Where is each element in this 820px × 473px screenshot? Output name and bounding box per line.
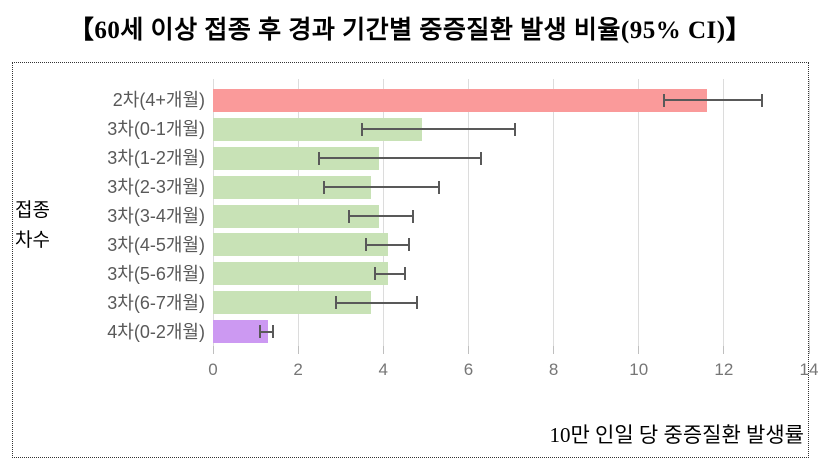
category-label: 3차(2-3개월) <box>107 177 205 198</box>
gridline-x-12 <box>723 79 725 346</box>
y-axis-title-line1: 접종 <box>15 200 50 221</box>
error-bar-cap-left <box>361 122 363 136</box>
error-bar-line <box>366 243 409 246</box>
error-bar-cap-left <box>663 93 666 107</box>
error-bar-cap-right <box>403 267 406 281</box>
category-label: 3차(1-2개월) <box>107 148 205 169</box>
error-bar-cap-right <box>480 151 483 165</box>
error-bar-cap-left <box>348 209 351 223</box>
category-label: 3차(5-6개월) <box>107 263 205 284</box>
chart-title: 【60세 이상 접종 후 경과 기간별 중증질환 발생 비율(95% CI)】 <box>68 17 752 44</box>
tick-mark-12 <box>723 346 725 354</box>
error-bar-cap-right <box>416 296 419 310</box>
category-label: 2차(4+개월) <box>112 90 205 111</box>
error-bar-line <box>349 215 414 217</box>
error-bar-line <box>362 128 516 131</box>
error-bar-line <box>323 186 439 189</box>
x-axis-caption: 10만 인일 당 중증질환 발생률 <box>549 423 804 447</box>
bar <box>213 262 388 286</box>
error-bar-cap-left <box>258 325 261 339</box>
x-tick-label-14: 14 <box>799 360 819 379</box>
tick-mark-2 <box>297 346 299 354</box>
bar <box>213 175 371 199</box>
tick-mark-10 <box>638 346 640 354</box>
error-bar-line <box>374 272 405 275</box>
bar <box>213 204 380 228</box>
x-tick-label-4: 4 <box>378 360 389 379</box>
error-bar-cap-left <box>318 151 321 165</box>
error-bar-cap-right <box>412 209 415 223</box>
tick-mark-0 <box>212 346 214 354</box>
tick-mark-8 <box>553 346 555 354</box>
tick-mark-14 <box>808 346 810 354</box>
error-bar-cap-left <box>373 267 376 281</box>
x-tick-label-12: 12 <box>714 360 734 379</box>
gridline-x-14 <box>808 79 810 346</box>
x-tick-label-10: 10 <box>629 360 649 379</box>
gridline-x-10 <box>638 79 640 346</box>
error-bar-line <box>319 157 482 160</box>
bar <box>213 291 371 315</box>
x-tick-label-6: 6 <box>463 360 474 379</box>
y-axis-title: 접종 차수 <box>15 196 50 256</box>
category-label: 3차(6-7개월) <box>107 292 205 313</box>
error-bar-line <box>664 99 763 102</box>
error-bar-cap-left <box>335 296 338 310</box>
x-tick-label-8: 8 <box>548 360 559 379</box>
category-label: 3차(3-4개월) <box>107 206 205 226</box>
error-bar-line <box>259 330 273 333</box>
gridline-x-6 <box>467 79 469 346</box>
y-axis-title-line2: 차수 <box>15 230 50 251</box>
bar <box>213 320 269 344</box>
error-bar-cap-left <box>365 238 368 252</box>
bar <box>213 146 380 170</box>
error-bar-cap-right <box>271 325 274 339</box>
gridline-x-4 <box>382 79 384 346</box>
error-bar-cap-left <box>322 180 325 194</box>
error-bar-cap-right <box>407 238 410 252</box>
error-bar-cap-right <box>437 180 440 194</box>
error-bar-cap-right <box>761 93 764 107</box>
tick-mark-4 <box>382 346 384 354</box>
bar <box>213 117 422 141</box>
x-tick-label-0: 0 <box>208 360 218 379</box>
chart-panel: 접종 차수 10만 인일 당 중증질환 발생률 0 2 4 6 8 10 12 14 2차(4+… <box>12 62 818 458</box>
error-bar-cap-right <box>514 122 517 136</box>
x-tick-label-2: 2 <box>293 360 303 379</box>
category-label: 3차(4-5개월) <box>107 234 205 255</box>
tick-mark-6 <box>467 346 469 354</box>
gridline-x-8 <box>553 79 555 346</box>
category-label: 3차(0-1개월) <box>107 119 205 140</box>
category-label: 4차(0-2개월) <box>107 321 205 342</box>
bar <box>213 233 388 257</box>
error-bar-line <box>336 301 418 304</box>
bar <box>213 88 707 112</box>
